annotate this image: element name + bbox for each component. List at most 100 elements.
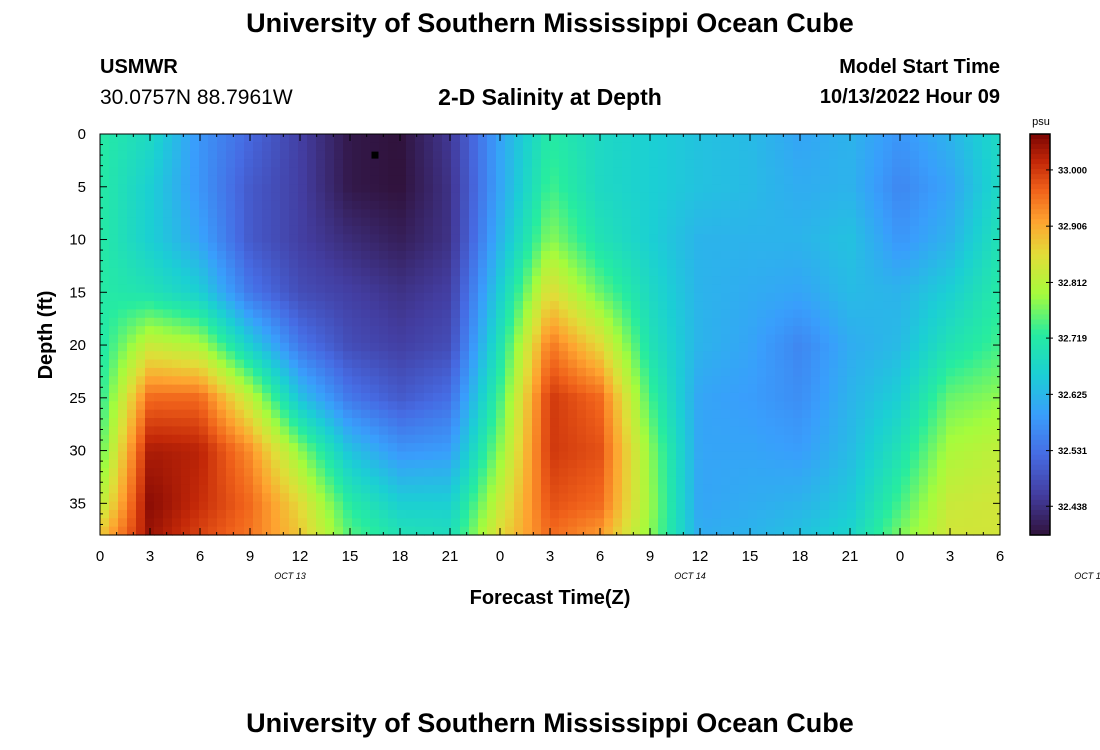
heatmap-cell (811, 476, 821, 486)
heatmap-cell (829, 276, 839, 285)
heatmap-cell (343, 192, 353, 202)
heatmap-cell (550, 301, 560, 311)
heatmap-cell (460, 367, 470, 377)
heatmap-cell (271, 509, 281, 519)
heatmap-cell (721, 501, 731, 511)
heatmap-cell (937, 175, 947, 185)
heatmap-cell (919, 426, 929, 436)
heatmap-cell (406, 309, 416, 319)
heatmap-cell (127, 326, 137, 336)
heatmap-cell (460, 342, 470, 352)
heatmap-cell (262, 292, 272, 302)
heatmap-cell (640, 234, 650, 244)
heatmap-cell (973, 209, 983, 219)
heatmap-cell (379, 451, 389, 461)
heatmap-cell (982, 217, 992, 227)
heatmap-cell (838, 200, 848, 210)
heatmap-cell (955, 209, 965, 219)
heatmap-cell (775, 509, 785, 519)
heatmap-cell (424, 334, 434, 344)
heatmap-cell (145, 326, 155, 336)
heatmap-cell (199, 359, 209, 369)
heatmap-cell (964, 301, 974, 311)
heatmap-cell (712, 351, 722, 361)
heatmap-cell (118, 175, 128, 185)
heatmap-cell (343, 200, 353, 210)
heatmap-cell (136, 284, 146, 294)
heatmap-cell (793, 501, 803, 511)
heatmap-cell (910, 401, 920, 411)
heatmap-cell (541, 209, 551, 219)
heatmap-cell (478, 418, 488, 427)
heatmap-cell (235, 184, 245, 194)
heatmap-cell (982, 451, 992, 461)
heatmap-cell (379, 392, 389, 402)
heatmap-cell (307, 234, 317, 244)
heatmap-cell (217, 468, 227, 478)
heatmap-cell (289, 484, 299, 494)
heatmap-cell (667, 259, 677, 269)
heatmap-cell (217, 309, 227, 319)
heatmap-cell (244, 509, 254, 519)
heatmap-cell (874, 459, 884, 469)
heatmap-cell (253, 284, 263, 294)
heatmap-cell (244, 401, 254, 411)
heatmap-cell (118, 434, 128, 444)
heatmap-cell (766, 200, 776, 210)
heatmap-cell (415, 284, 425, 294)
heatmap-cell (937, 509, 947, 519)
heatmap-cell (856, 392, 866, 402)
heatmap-cell (982, 267, 992, 277)
heatmap-cell (109, 401, 119, 411)
heatmap-cell (352, 242, 362, 252)
heatmap-cell (154, 376, 164, 386)
heatmap-cell (676, 501, 686, 511)
heatmap-cell (991, 200, 1001, 210)
heatmap-cell (388, 225, 398, 235)
heatmap-cell (613, 468, 623, 478)
heatmap-cell (118, 159, 128, 169)
heatmap-cell (154, 309, 164, 319)
heatmap-cell (775, 250, 785, 260)
heatmap-cell (334, 384, 344, 394)
heatmap-cell (586, 267, 596, 277)
heatmap-cell (766, 409, 776, 419)
heatmap-cell (208, 493, 218, 503)
heatmap-cell (550, 376, 560, 386)
heatmap-cell (991, 443, 1001, 453)
heatmap-cell (235, 401, 245, 411)
heatmap-cell (739, 309, 749, 319)
heatmap-cell (712, 493, 722, 503)
heatmap-cell (667, 351, 677, 361)
heatmap-cell (721, 401, 731, 411)
heatmap-cell (604, 526, 614, 536)
heatmap-cell (370, 409, 380, 419)
heatmap-cell (307, 142, 317, 152)
heatmap-cell (334, 267, 344, 277)
heatmap-cell (784, 326, 794, 336)
heatmap-cell (406, 401, 416, 411)
heatmap-cell (397, 134, 407, 143)
heatmap-cell (109, 409, 119, 419)
heatmap-cell (559, 142, 569, 152)
heatmap-cell (568, 317, 578, 327)
heatmap-cell (190, 209, 200, 219)
heatmap-cell (829, 443, 839, 453)
heatmap-cell (541, 326, 551, 336)
heatmap-cell (568, 392, 578, 402)
heatmap-cell (658, 175, 668, 185)
heatmap-cell (982, 367, 992, 377)
heatmap-cell (487, 309, 497, 319)
heatmap-cell (343, 159, 353, 169)
heatmap-cell (838, 476, 848, 486)
heatmap-cell (325, 451, 335, 461)
heatmap-cell (343, 526, 353, 536)
heatmap-cell (883, 334, 893, 344)
heatmap-cell (883, 426, 893, 436)
heatmap-cell (811, 526, 821, 536)
heatmap-cell (424, 167, 434, 177)
heatmap-cell (172, 142, 182, 152)
heatmap-cell (928, 459, 938, 469)
heatmap-cell (910, 167, 920, 177)
heatmap-cell (244, 443, 254, 453)
